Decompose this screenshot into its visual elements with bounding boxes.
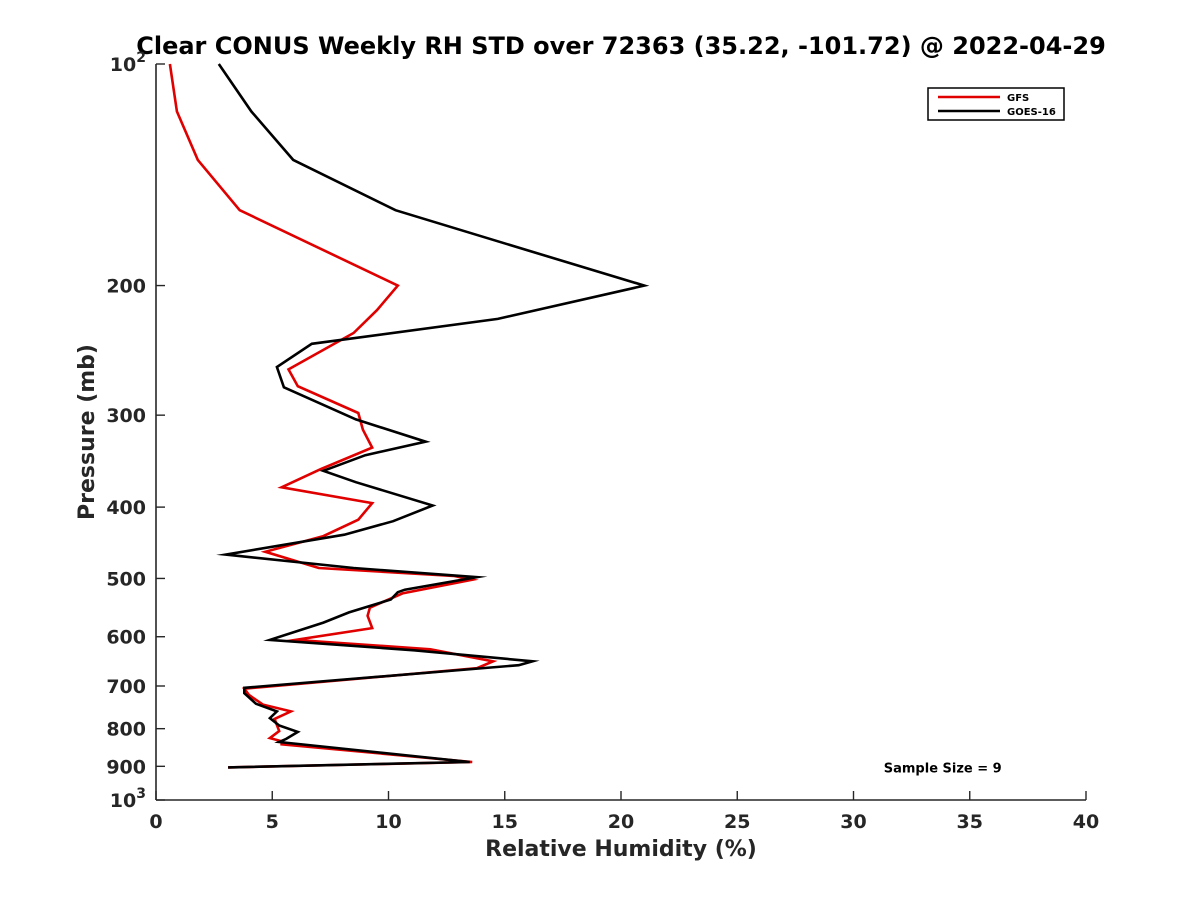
y-axis-label: Pressure (mb): [75, 344, 100, 520]
x-tick-label: 30: [840, 811, 866, 833]
series-line-goes16: [216, 63, 650, 769]
y-tick-label: 900: [106, 756, 146, 778]
y-tick-label: 600: [106, 627, 146, 649]
y-tick-label: 400: [106, 497, 146, 519]
x-tick-label: 20: [608, 811, 634, 833]
legend[interactable]: GFS GOES-16: [927, 87, 1065, 121]
x-tick-label: 15: [492, 811, 518, 833]
x-tick-label: 0: [149, 811, 162, 833]
legend-label-gfs: GFS: [1007, 93, 1029, 104]
x-tick-label: 25: [724, 811, 750, 833]
x-ticks: 0 5 10 15 20 25 30 35 40: [149, 791, 1099, 833]
y-tick-label: 200: [106, 276, 146, 298]
x-tick-label: 5: [266, 811, 279, 833]
y-tick-label: 103: [110, 786, 146, 812]
y-tick-label: 700: [106, 676, 146, 698]
x-tick-label: 10: [375, 811, 401, 833]
y-tick-label: 102: [110, 50, 146, 76]
x-axis-label: Relative Humidity (%): [485, 837, 757, 862]
legend-label-goes16: GOES-16: [1007, 107, 1056, 118]
y-tick-label: 500: [106, 568, 146, 590]
chart-title: Clear CONUS Weekly RH STD over 72363 (35…: [136, 32, 1106, 60]
x-tick-label: 40: [1073, 811, 1099, 833]
series-layer: [168, 63, 650, 769]
legend-box: [927, 87, 1065, 121]
y-ticks: 102 200 300 400 500 600 700 800 900 103: [106, 50, 165, 812]
series-line-gfs: [168, 63, 498, 769]
y-tick-label: 300: [106, 405, 146, 427]
x-tick-label: 35: [957, 811, 983, 833]
sample-size-annotation: Sample Size = 9: [884, 761, 1002, 776]
y-tick-label: 800: [106, 719, 146, 741]
plot-area: 0 5 10 15 20 25 30 35 40 102 200 300 400 500 600 700 80…: [106, 50, 1099, 833]
